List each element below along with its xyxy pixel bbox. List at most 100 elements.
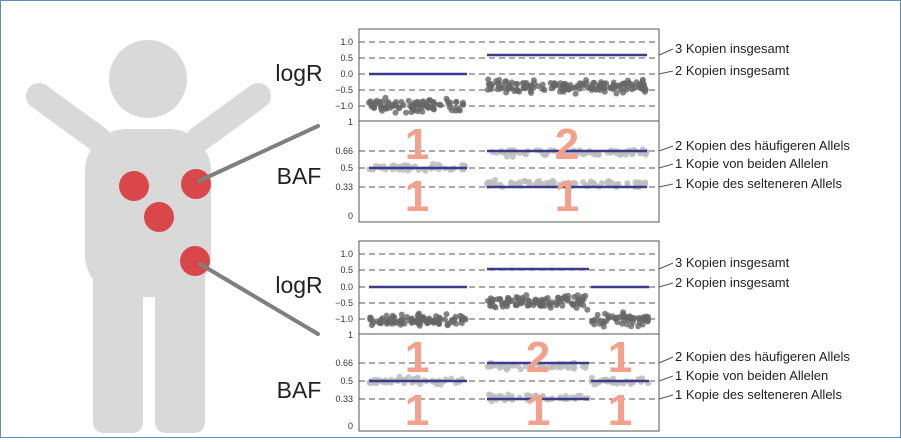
tick-label: 0.0	[340, 282, 353, 292]
logr-label: logR	[275, 272, 322, 298]
panel-1: logR BAF 1.0 0.5 0.0 −0.5 −1.0 1 0.66 0.…	[275, 28, 850, 223]
baf-point	[629, 151, 636, 158]
annotation: 2 Kopien des häufigeren Allels	[675, 349, 850, 364]
logr-point	[382, 94, 389, 101]
logr-point	[527, 87, 534, 94]
tick-label: −0.5	[335, 85, 353, 95]
logr-point	[384, 316, 391, 323]
tumor-spot-icon	[181, 169, 211, 199]
baf-point	[608, 179, 615, 186]
baf-point	[526, 180, 533, 187]
logr-point	[517, 298, 524, 304]
logr-point	[630, 315, 637, 322]
logr-point	[389, 101, 396, 108]
tick-label: 0.5	[340, 376, 353, 386]
logr-point	[562, 81, 569, 87]
baf-point	[422, 167, 429, 174]
logr-point	[541, 87, 548, 93]
annotation: 2 Kopien des häufigeren Allels	[675, 138, 850, 153]
logr-point	[404, 314, 411, 320]
baf-label: BAF	[277, 163, 322, 189]
logr-point	[414, 312, 421, 319]
logr-point	[396, 104, 403, 111]
logr-point	[389, 312, 396, 319]
pointer-line	[197, 124, 320, 183]
logr-point	[617, 86, 624, 93]
tick-label: 0.33	[335, 182, 353, 192]
logr-point	[398, 99, 405, 105]
tick-label: 0.66	[335, 358, 353, 368]
baf-point	[496, 364, 503, 371]
baf-point	[544, 179, 551, 186]
logr-point	[445, 101, 452, 108]
logr-point	[443, 311, 450, 318]
logr-point	[426, 97, 433, 103]
logr-point	[494, 80, 501, 87]
panel-border	[358, 28, 660, 223]
logr-point	[639, 80, 645, 87]
logr-point	[487, 302, 494, 309]
logr-point	[417, 320, 424, 327]
logr-point	[398, 311, 405, 318]
copy-number-minor: 1	[608, 386, 632, 435]
logr-point	[553, 299, 560, 306]
logr-point	[392, 109, 399, 116]
tick-label: 0.5	[340, 53, 353, 63]
logr-point	[591, 321, 598, 328]
logr-point	[499, 301, 506, 308]
tick-label: 0.66	[335, 146, 353, 156]
logr-point	[550, 83, 557, 89]
tick-label: 0.5	[340, 163, 353, 173]
annotation: 2 Kopien insgesamt	[675, 63, 790, 78]
person-silhouette-icon	[26, 40, 271, 433]
logr-point	[580, 302, 587, 309]
baf-point	[509, 153, 516, 160]
baf-label: BAF	[277, 377, 322, 403]
logr-point	[576, 80, 583, 87]
logr-point	[508, 84, 515, 91]
baf-point	[492, 176, 499, 183]
copy-number-minor: 1	[405, 172, 429, 221]
baf-point	[579, 363, 586, 370]
logr-point	[565, 292, 572, 299]
logr-point	[426, 315, 433, 322]
logr-point	[377, 99, 383, 106]
baf-point	[637, 179, 644, 186]
annotation: 2 Kopien insgesamt	[675, 275, 790, 290]
logr-point	[557, 88, 563, 95]
logr-point	[612, 314, 619, 321]
baf-point	[592, 151, 599, 158]
logr-point	[629, 86, 636, 93]
baf-point	[543, 151, 550, 158]
tick-label: 1.0	[340, 249, 353, 259]
tick-label: 0	[348, 421, 353, 431]
annotation: 1 Kopie von beiden Allelen	[675, 368, 828, 383]
baf-point	[522, 151, 529, 158]
logr-point	[367, 98, 374, 105]
logr-point	[436, 321, 443, 327]
logr-point	[597, 317, 604, 324]
logr-point	[431, 318, 438, 325]
logr-point	[458, 320, 465, 327]
baf-point	[577, 392, 584, 399]
tick-label: −1.0	[335, 101, 353, 111]
baf-point	[551, 179, 557, 186]
copy-number-major: 1	[608, 333, 632, 382]
logr-point	[582, 292, 589, 299]
annotation: 3 Kopien insgesamt	[675, 255, 790, 270]
data-points	[366, 76, 650, 191]
logr-point	[453, 99, 460, 105]
annotation: 1 Kopie von beiden Allelen	[675, 156, 828, 171]
logr-point	[613, 90, 620, 97]
logr-point	[444, 322, 451, 329]
logr-point	[426, 104, 433, 111]
logr-point	[633, 79, 640, 86]
logr-point	[376, 319, 383, 326]
annotation: 1 Kopie des selteneren Allels	[675, 387, 842, 402]
logr-point	[514, 87, 521, 94]
tick-label: −1.0	[335, 314, 353, 324]
logr-point	[424, 320, 431, 327]
logr-point	[645, 317, 652, 324]
